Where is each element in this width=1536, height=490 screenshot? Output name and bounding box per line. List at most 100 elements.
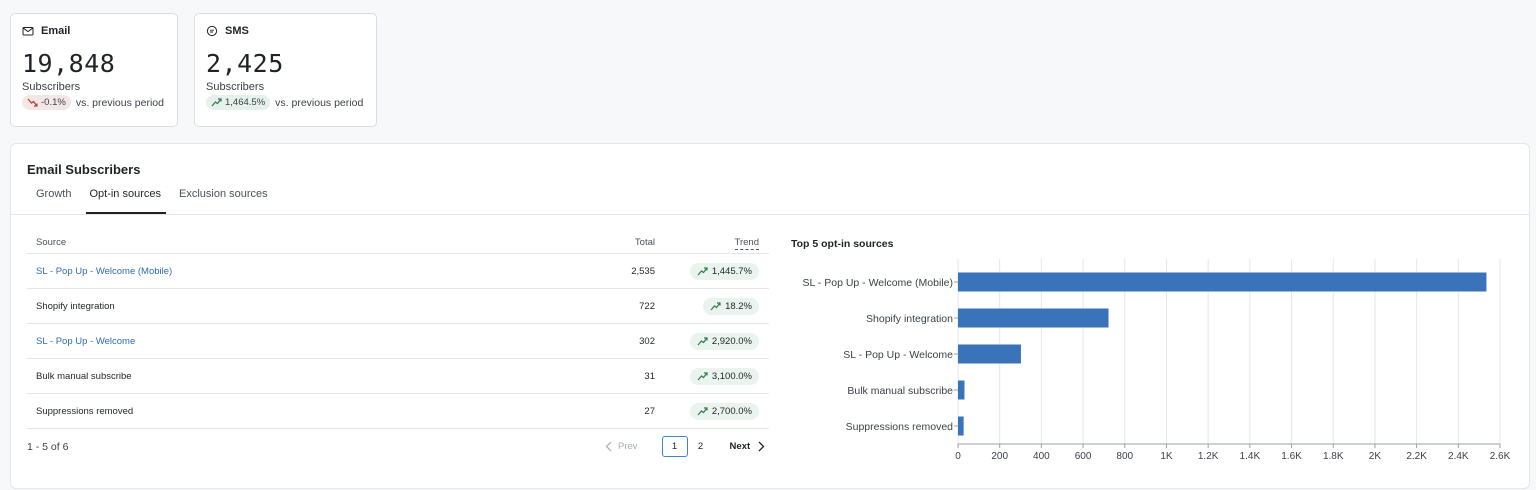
source-trend-cell: 2,920.0% xyxy=(655,332,759,350)
sms-kpi-card: SMS 2,425 Subscribers 1,464.5% vs. previ… xyxy=(194,13,377,127)
column-header-trend-wrap: Trend xyxy=(655,237,759,250)
sms-compare-text: vs. previous period xyxy=(275,96,364,109)
tab-exclusion-sources[interactable]: Exclusion sources xyxy=(179,188,268,200)
next-label: Next xyxy=(729,441,751,452)
x-tick-label: 2.4K xyxy=(1448,451,1469,462)
source-name: Shopify integration xyxy=(36,300,115,312)
sms-subscriber-label: Subscribers xyxy=(206,81,265,93)
opt-in-sources-table: Source Total Trend SL - Pop Up - Welcome… xyxy=(27,232,769,429)
table-row: Bulk manual subscribe 31 3,100.0% xyxy=(27,359,769,394)
x-tick-label: 800 xyxy=(1116,451,1133,462)
x-tick-label: 1.2K xyxy=(1198,451,1219,462)
x-tick-label: 2.2K xyxy=(1406,451,1427,462)
bar xyxy=(958,272,1487,292)
table-row: SL - Pop Up - Welcome 302 2,920.0% xyxy=(27,324,769,359)
sms-delta: 1,464.5% vs. previous period xyxy=(206,95,365,110)
tab-opt-in-sources[interactable]: Opt-in sources xyxy=(80,181,170,214)
trend-value: 2,920.0% xyxy=(711,335,752,347)
source-total: 2,535 xyxy=(631,265,655,277)
trend-badge: 3,100.0% xyxy=(689,367,759,385)
category-label: Bulk manual subscribe xyxy=(847,385,953,397)
x-tick-label: 1.8K xyxy=(1323,451,1344,462)
x-tick-label: 2.6K xyxy=(1490,451,1511,462)
table-row: Suppressions removed 27 2,700.0% xyxy=(27,394,769,429)
tab-divider xyxy=(11,214,1529,215)
table-body: SL - Pop Up - Welcome (Mobile) 2,535 1,445… xyxy=(27,254,769,429)
source-name: Bulk manual subscribe xyxy=(36,370,132,382)
sms-delta-badge: 1,464.5% xyxy=(206,95,271,110)
x-tick-label: 400 xyxy=(1033,451,1050,462)
trend-badge: 2,700.0% xyxy=(689,402,759,420)
email-subscribers-panel: Email Subscribers Growth Opt-in sources … xyxy=(10,143,1530,489)
source-name[interactable]: SL - Pop Up - Welcome xyxy=(36,335,136,347)
source-total: 27 xyxy=(644,405,655,417)
email-subscriber-count: 19,848 xyxy=(22,49,116,78)
email-delta-badge: -0.1% xyxy=(22,95,71,110)
prev-page-button[interactable]: Prev xyxy=(605,441,638,452)
trend-badge: 1,445.7% xyxy=(689,262,759,280)
tab-growth[interactable]: Growth xyxy=(36,188,72,200)
table-header: Source Total Trend xyxy=(27,232,769,254)
page-button-2[interactable]: 2 xyxy=(697,441,704,452)
trend-up-icon xyxy=(697,371,708,380)
source-trend-cell: 1,445.7% xyxy=(655,262,759,280)
x-tick-label: 1K xyxy=(1160,451,1173,462)
sms-delta-value: 1,464.5% xyxy=(225,97,266,108)
trend-value: 3,100.0% xyxy=(711,370,752,382)
column-header-source[interactable]: Source xyxy=(36,237,67,248)
source-trend-cell: 2,700.0% xyxy=(655,402,759,420)
email-kpi-card: Email 19,848 Subscribers -0.1% vs. previ… xyxy=(10,13,178,127)
source-trend-cell: 3,100.0% xyxy=(655,367,759,385)
bar xyxy=(958,344,1021,364)
sms-subscriber-count: 2,425 xyxy=(206,49,284,78)
column-header-trend[interactable]: Trend xyxy=(734,237,759,250)
category-label: Suppressions removed xyxy=(846,421,954,433)
page-button-1[interactable]: 1 xyxy=(661,436,688,457)
email-card-header: Email xyxy=(22,25,166,37)
trend-value: 18.2% xyxy=(725,300,752,312)
x-tick-label: 2K xyxy=(1369,451,1382,462)
x-tick-label: 200 xyxy=(991,451,1008,462)
category-label: SL - Pop Up - Welcome xyxy=(843,349,953,361)
next-page-button[interactable]: Next xyxy=(730,441,766,452)
source-total: 31 xyxy=(644,370,655,382)
pagination: Prev 1 2 Next xyxy=(605,436,765,457)
category-label: Shopify integration xyxy=(866,313,953,325)
top-opt-in-sources-chart: 0 200 400 600 800 1K 1.2K 1.4K 1.6K 1.8K 2K 2.2K 2.4… xyxy=(802,259,1511,462)
x-tick-label: 1.6K xyxy=(1281,451,1302,462)
trend-value: 2,700.0% xyxy=(711,405,752,417)
chart-title: Top 5 opt-in sources xyxy=(791,238,894,250)
category-label: SL - Pop Up - Welcome (Mobile) xyxy=(802,277,953,289)
email-delta: -0.1% vs. previous period xyxy=(22,95,166,110)
email-subscriber-label: Subscribers xyxy=(22,81,81,93)
source-name: Suppressions removed xyxy=(36,405,134,417)
trend-badge: 2,920.0% xyxy=(689,332,759,350)
trend-up-icon xyxy=(697,336,708,345)
chevron-left-icon xyxy=(605,441,612,452)
x-tick-label: 600 xyxy=(1075,451,1092,462)
trend-down-icon xyxy=(27,98,38,107)
column-header-total[interactable]: Total xyxy=(634,237,655,248)
x-tick-label: 0 xyxy=(955,451,961,462)
email-delta-value: -0.1% xyxy=(41,97,66,108)
bar xyxy=(958,416,964,436)
chat-bubble-icon xyxy=(206,25,218,37)
x-tick-label: 1.4K xyxy=(1240,451,1261,462)
trend-up-icon xyxy=(697,266,708,275)
source-name[interactable]: SL - Pop Up - Welcome (Mobile) xyxy=(36,265,173,277)
email-card-title: Email xyxy=(41,25,71,37)
trend-value: 1,445.7% xyxy=(711,265,752,277)
trend-badge: 18.2% xyxy=(703,297,759,315)
trend-up-icon xyxy=(697,406,708,415)
table-row: Shopify integration 722 18.2% xyxy=(27,289,769,324)
sms-card-title: SMS xyxy=(225,25,249,37)
panel-title: Email Subscribers xyxy=(27,162,141,177)
source-trend-cell: 18.2% xyxy=(655,297,759,315)
pagination-info: 1 - 5 of 6 xyxy=(27,441,69,453)
trend-up-icon xyxy=(710,301,721,310)
sms-card-header: SMS xyxy=(206,25,365,37)
prev-label: Prev xyxy=(618,441,638,452)
trend-up-icon xyxy=(211,98,222,107)
panel-tabs: Growth Opt-in sources Exclusion sources xyxy=(27,181,277,214)
mail-icon xyxy=(22,27,34,36)
